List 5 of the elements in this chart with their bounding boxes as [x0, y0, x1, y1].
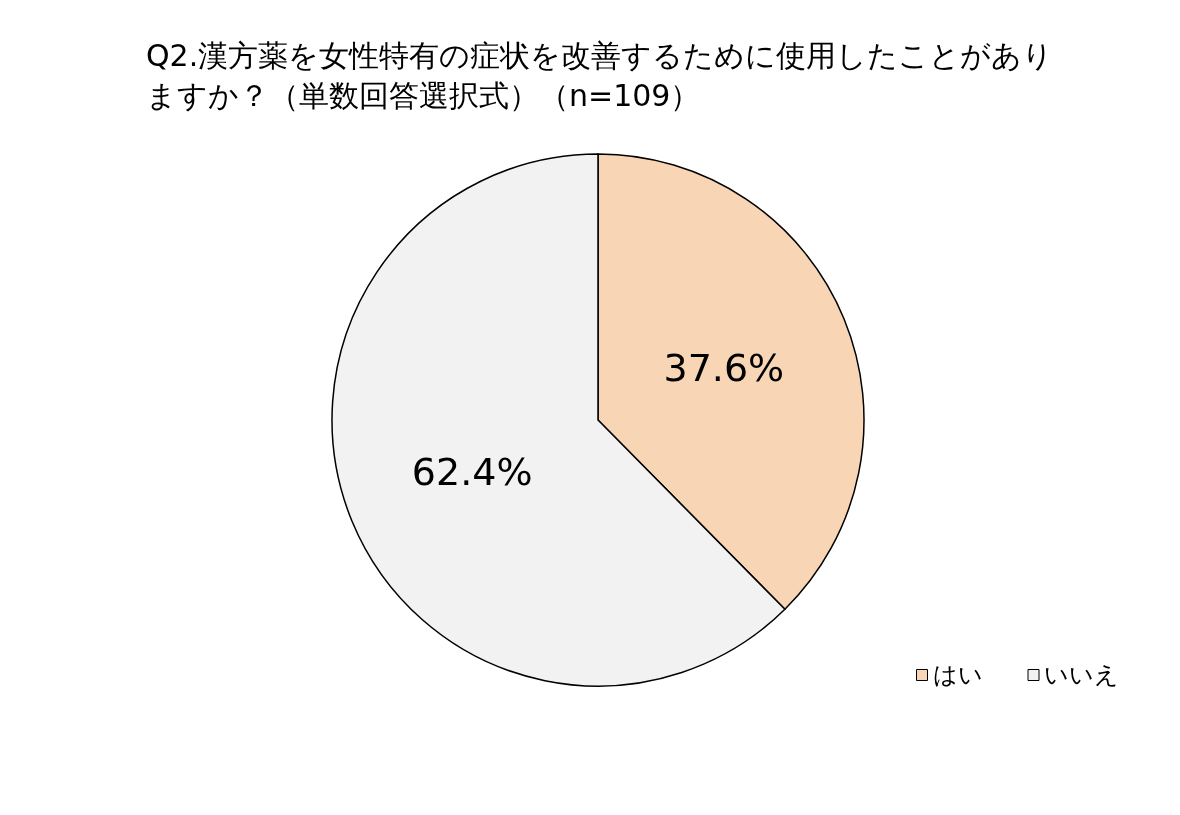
data-label: 37.6% [663, 346, 785, 391]
data-label: 62.4% [411, 449, 533, 494]
legend-label: はい [932, 661, 983, 689]
legend-label: いいえ [1044, 661, 1119, 689]
chart-title: Q2.漢方薬を女性特有の症状を改善するために使用したことがありますか？（単数回答選択式）（n=109） [146, 37, 1054, 113]
